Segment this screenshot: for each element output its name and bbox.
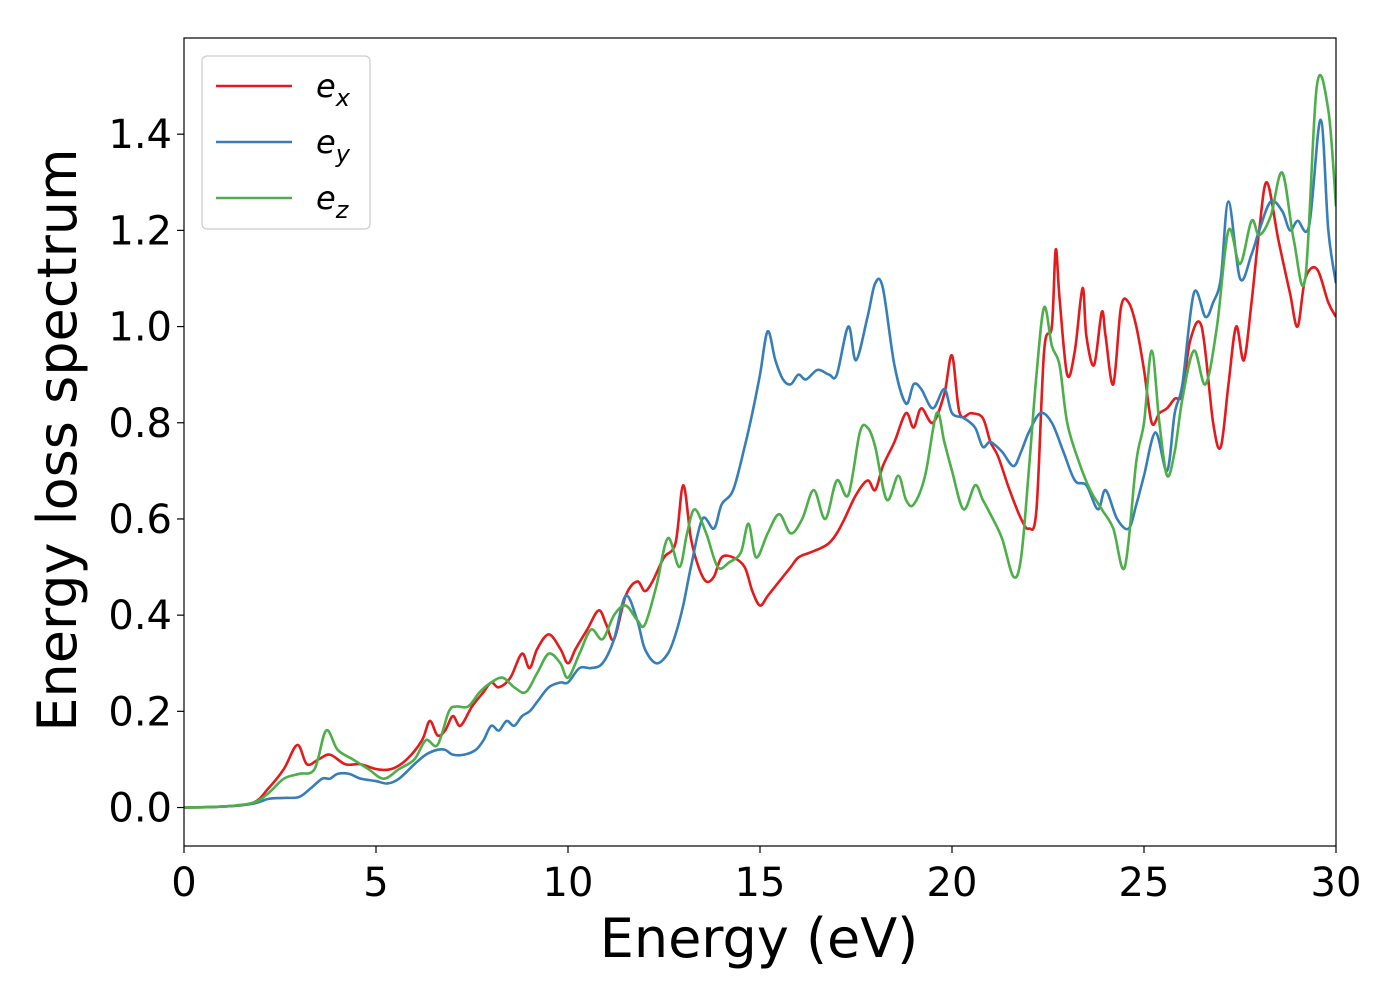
series-line-x [184,180,1336,809]
legend-label-subscript: y [335,140,351,168]
legend-label-x: ex [316,67,351,112]
x-tick-label: 20 [927,860,978,906]
x-tick-label: 10 [543,860,594,906]
legend-label-base: e [316,179,336,217]
legend-label-y: ey [316,123,351,168]
y-axis-label: Energy loss spectrum [26,148,89,731]
y-tick-label: 1.4 [108,112,172,158]
y-tick-label: 0.6 [108,497,172,543]
legend-label-z: ez [316,179,350,224]
x-tick-label: 0 [171,860,196,906]
y-tick-label: 0.4 [108,593,172,639]
y-tick-label: 0.2 [108,689,172,735]
series-line-y [184,118,1336,809]
y-tick-label: 1.0 [108,305,172,351]
legend-label-base: e [316,67,336,105]
y-tick-label: 1.2 [108,208,172,254]
series-line-z [184,74,1336,809]
x-tick-label: 5 [363,860,388,906]
x-axis-label: Energy (eV) [600,907,919,970]
legend-label-base: e [316,123,336,161]
legend-label-subscript: x [335,84,351,112]
x-tick-label: 30 [1311,860,1362,906]
y-tick-label: 0.0 [108,786,172,832]
legend-label-subscript: z [335,196,350,224]
y-tick-label: 0.8 [108,401,172,447]
x-tick-label: 15 [735,860,786,906]
x-tick-label: 25 [1119,860,1170,906]
